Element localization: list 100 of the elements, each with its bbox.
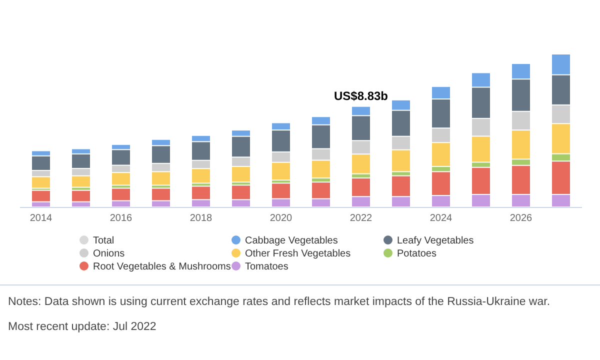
legend-label: Tomatoes: [245, 262, 288, 272]
bar: [232, 136, 250, 157]
bar: [232, 130, 250, 136]
bar: [192, 142, 210, 160]
bar: [352, 154, 370, 174]
bar: [192, 169, 210, 183]
x-tick-label: 2024: [430, 213, 453, 224]
bar: [272, 184, 290, 198]
bar: [192, 200, 210, 206]
bar: [32, 156, 50, 170]
bar: [32, 190, 50, 202]
bar: [472, 118, 490, 136]
bar: [112, 144, 130, 150]
legend-label: Total: [93, 236, 114, 246]
bar: [392, 100, 410, 110]
bar: [152, 188, 170, 200]
annotation: US$8.83b: [334, 89, 388, 104]
legend-label: Potatoes: [397, 248, 436, 260]
bar: [312, 117, 330, 124]
bar: [472, 194, 490, 206]
bar: [312, 182, 330, 198]
bar: [352, 178, 370, 196]
bar: [552, 162, 570, 194]
bar: [392, 197, 410, 206]
bar: [232, 200, 250, 206]
bar: [552, 54, 570, 74]
bar: [112, 201, 130, 206]
bar: [232, 166, 250, 182]
x-tick-label: 2022: [350, 213, 373, 224]
bar: [472, 162, 490, 167]
bar: [112, 166, 130, 172]
legend-label: Other Fresh Vegetables: [245, 248, 351, 260]
bar: [312, 160, 330, 178]
bar: [472, 73, 490, 87]
bar: [512, 130, 530, 159]
bar: [552, 154, 570, 161]
bar: [392, 172, 410, 176]
bar: [432, 166, 450, 172]
bar: [312, 125, 330, 148]
bar: [552, 194, 570, 206]
bar: [432, 99, 450, 128]
bar: [232, 158, 250, 166]
bar: [272, 130, 290, 152]
bar: [152, 140, 170, 146]
bar: [192, 136, 210, 142]
bar: [152, 201, 170, 206]
bar: [432, 143, 450, 166]
bar: [512, 112, 530, 130]
bar: [432, 172, 450, 196]
legend-label: Leafy Vegetables: [397, 236, 474, 246]
bar: [312, 178, 330, 182]
bar: [32, 170, 50, 176]
bar: [192, 186, 210, 200]
x-tick-label: 2018: [190, 213, 213, 224]
bar: [512, 80, 530, 111]
bar: [272, 199, 290, 206]
text: Most recent update: Jul 2022: [8, 321, 156, 333]
bar: [272, 152, 290, 162]
legend-label: Root Vegetables & Mushrooms: [93, 262, 231, 272]
bar: [272, 123, 290, 130]
bar: [512, 160, 530, 165]
bar: [552, 75, 570, 104]
bar: [352, 106, 370, 116]
bar: [432, 196, 450, 206]
bar: [152, 164, 170, 172]
bar: [312, 149, 330, 160]
bar: [352, 174, 370, 178]
bar: [72, 202, 90, 206]
bar: [392, 110, 410, 136]
bar: [512, 64, 530, 79]
bar: [72, 154, 90, 168]
bar: [112, 188, 130, 200]
bar: [512, 194, 530, 206]
bar: [472, 168, 490, 194]
x-tick-label: 2016: [110, 213, 133, 224]
bar: [32, 202, 50, 206]
bar: [232, 186, 250, 200]
bar: [352, 116, 370, 140]
bar: [272, 162, 290, 180]
bar: [152, 172, 170, 185]
bar: [472, 136, 490, 162]
bar: [72, 149, 90, 154]
bar: [552, 124, 570, 154]
bar: [32, 151, 50, 156]
legend-label: Onions: [93, 248, 125, 260]
x-tick-label: 2026: [510, 213, 533, 224]
bar: [112, 173, 130, 185]
bar: [72, 176, 90, 187]
x-tick-label: 2014: [30, 213, 53, 224]
bar: [472, 88, 490, 118]
bar: [152, 146, 170, 163]
bar: [552, 105, 570, 124]
bar: [112, 150, 130, 165]
legend-label: Cabbage Vegetables: [245, 236, 338, 246]
bar: [392, 136, 410, 150]
bar: [512, 166, 530, 194]
bar: [312, 199, 330, 206]
bar: [192, 160, 210, 168]
x-tick-label: 2020: [270, 213, 293, 224]
bar: [352, 141, 370, 154]
